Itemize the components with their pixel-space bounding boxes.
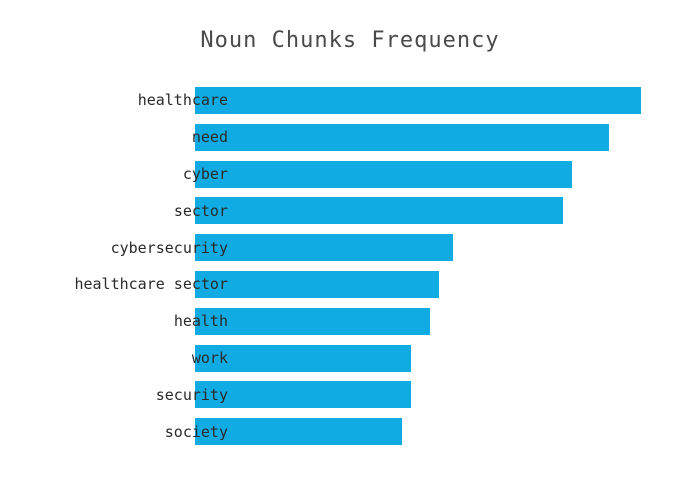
y-axis-label: security [156,386,228,404]
bar [195,308,430,335]
bar [195,271,439,298]
y-axis-label: need [192,128,228,146]
y-axis-label: work [192,349,228,367]
y-axis-label: health [174,312,228,330]
bar [195,197,563,224]
y-axis-label: sector [174,202,228,220]
chart-title: Noun Chunks Frequency [0,28,700,53]
bar [195,234,453,261]
y-axis-label: healthcare [138,91,228,109]
chart-container: Noun Chunks Frequency healthcare need cybe… [0,0,700,500]
y-axis-label: healthcare sector [74,275,228,293]
y-axis-label: society [165,423,228,441]
y-axis-label: cyber [183,165,228,183]
plot-area [195,82,655,450]
bar [195,124,609,151]
bar [195,161,572,188]
bar [195,87,641,114]
y-axis-label: cybersecurity [111,239,228,257]
